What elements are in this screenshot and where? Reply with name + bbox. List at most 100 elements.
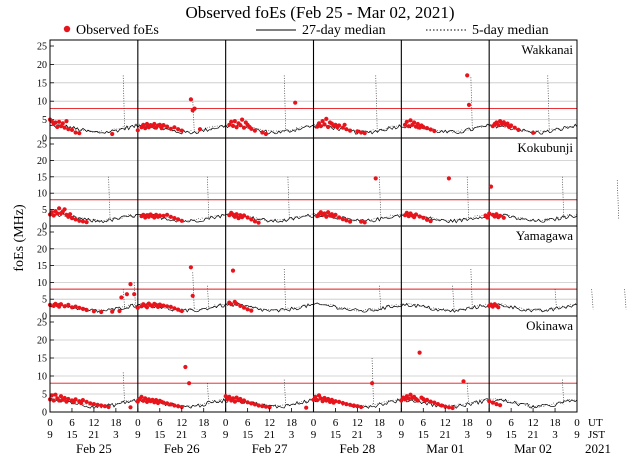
observed-point <box>234 301 239 306</box>
observed-point <box>165 304 170 309</box>
observed-point <box>402 397 408 402</box>
observed-point <box>230 396 236 401</box>
observed-point <box>260 404 265 409</box>
observed-point <box>168 304 173 309</box>
observed-point <box>179 404 184 410</box>
observed-point <box>58 302 64 307</box>
observed-point <box>450 405 455 411</box>
observed-point <box>531 130 536 135</box>
observed-point <box>359 130 364 135</box>
observed-point <box>73 397 78 402</box>
observed-point <box>161 303 166 308</box>
median-spike <box>192 99 195 131</box>
jst-tick-label: 21 <box>528 429 539 441</box>
median-spike <box>207 176 210 220</box>
observed-point <box>227 122 232 127</box>
day-label: Feb 25 <box>76 441 112 456</box>
observed-point <box>84 307 89 313</box>
median-spike <box>207 383 210 405</box>
day-label: Feb 28 <box>340 441 376 456</box>
observed-point <box>362 220 367 225</box>
observed-point <box>417 214 422 219</box>
observed-point <box>62 207 67 212</box>
observed-point <box>348 128 353 133</box>
observed-point <box>80 219 85 224</box>
observed-point <box>256 403 261 408</box>
observed-point <box>179 218 184 223</box>
ut-tick-label: 0 <box>311 417 317 429</box>
observed-point <box>322 122 327 127</box>
observed-point <box>446 176 451 181</box>
observed-point <box>359 219 364 224</box>
observed-point <box>157 122 162 127</box>
observed-point <box>406 124 411 129</box>
observed-point <box>424 217 430 222</box>
panel-yamagawa: 0 5 10 15 20 25 Yamagawa <box>37 225 627 323</box>
observed-point <box>435 402 440 407</box>
observed-point <box>69 305 75 310</box>
observed-point <box>315 398 320 403</box>
median-spike <box>122 372 126 405</box>
observed-point <box>234 125 239 130</box>
observed-point <box>192 106 197 111</box>
median-spike <box>122 289 126 310</box>
observed-point <box>49 210 54 215</box>
observed-point <box>232 399 237 404</box>
observed-point <box>509 123 514 128</box>
observed-point <box>256 220 261 225</box>
observed-point <box>512 125 517 130</box>
observed-point <box>252 128 257 133</box>
station-name: Kokubunji <box>517 140 573 155</box>
observed-point <box>232 119 237 124</box>
ut-tick-label: 18 <box>286 417 298 429</box>
observed-point <box>77 305 82 310</box>
observed-point <box>172 216 177 221</box>
observed-point <box>51 213 56 218</box>
observed-point <box>344 127 349 132</box>
ut-tick-label: 0 <box>223 417 229 429</box>
jst-tick-label: 9 <box>399 429 405 441</box>
observed-point <box>315 124 320 129</box>
observed-point <box>337 123 342 128</box>
y-tick-label: 5 <box>42 205 47 216</box>
y-tick-label: 5 <box>42 295 47 306</box>
observed-point <box>373 176 378 181</box>
median-spike <box>547 75 550 131</box>
legend-observed-marker <box>63 25 71 33</box>
ut-tick-label: 0 <box>135 417 141 429</box>
median-spike <box>466 383 470 405</box>
jst-tick-label: 21 <box>352 429 363 441</box>
observed-point <box>124 292 129 297</box>
jst-tick-label: 3 <box>113 429 119 441</box>
observed-point <box>355 129 360 134</box>
y-tick-label: 20 <box>37 156 47 167</box>
y-tick-label: 0 <box>42 222 47 233</box>
median-spike <box>283 268 287 310</box>
station-panels: 0 5 10 15 20 25 Wakkanai 0 5 10 15 20 25 Kokubunji 0 5 1… <box>37 39 627 419</box>
observed-point <box>60 121 65 126</box>
observed-point <box>408 392 413 397</box>
observed-point <box>516 127 521 132</box>
observed-point <box>417 350 422 355</box>
observed-point <box>66 302 71 307</box>
observed-point <box>318 124 323 129</box>
observed-point <box>428 399 433 404</box>
observed-point <box>245 307 250 312</box>
observed-point <box>132 292 137 297</box>
observed-point <box>139 394 144 399</box>
observed-point <box>424 126 430 131</box>
observed-point <box>88 401 93 406</box>
jst-tick-label: 3 <box>377 429 383 441</box>
observed-point <box>77 131 82 136</box>
observed-point <box>466 102 472 107</box>
observed-point <box>95 402 100 407</box>
observed-point <box>432 400 437 405</box>
observed-point <box>168 402 173 407</box>
observed-point <box>446 405 451 410</box>
jst-tick-label: 15 <box>242 429 254 441</box>
observed-point <box>260 130 265 135</box>
jst-tick-label: 9 <box>135 429 141 441</box>
y-tick-label: 15 <box>37 261 47 272</box>
observed-point <box>348 402 353 407</box>
